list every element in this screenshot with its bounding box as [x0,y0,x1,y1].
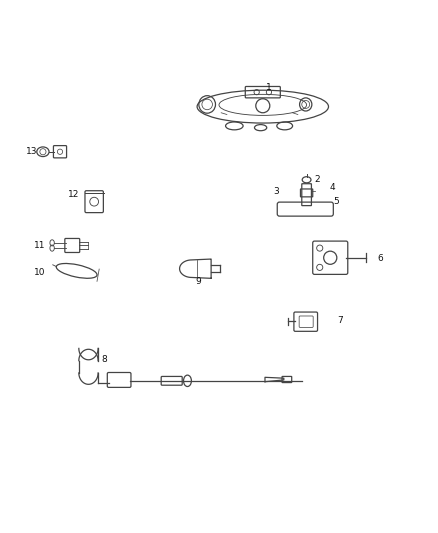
Text: 7: 7 [337,316,343,325]
Text: 9: 9 [195,277,201,286]
Text: 1: 1 [266,83,272,92]
Text: 6: 6 [378,254,383,263]
Text: 13: 13 [26,147,38,156]
Text: 10: 10 [34,268,46,277]
Text: 8: 8 [102,355,107,364]
Text: 5: 5 [334,197,339,206]
Text: 2: 2 [314,175,320,184]
Text: 11: 11 [34,241,46,250]
Text: 12: 12 [68,190,79,199]
Text: 4: 4 [329,183,335,192]
Text: 3: 3 [273,187,279,196]
